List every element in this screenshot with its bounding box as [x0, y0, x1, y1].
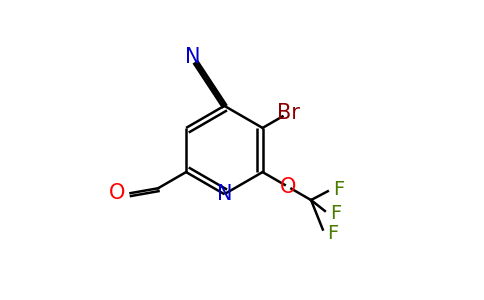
Text: N: N [185, 47, 200, 68]
Text: F: F [327, 224, 338, 243]
Text: F: F [330, 204, 341, 223]
Text: Br: Br [277, 103, 300, 123]
Text: N: N [216, 184, 232, 204]
Text: F: F [333, 180, 344, 199]
Text: O: O [109, 183, 125, 203]
Text: O: O [280, 177, 296, 197]
